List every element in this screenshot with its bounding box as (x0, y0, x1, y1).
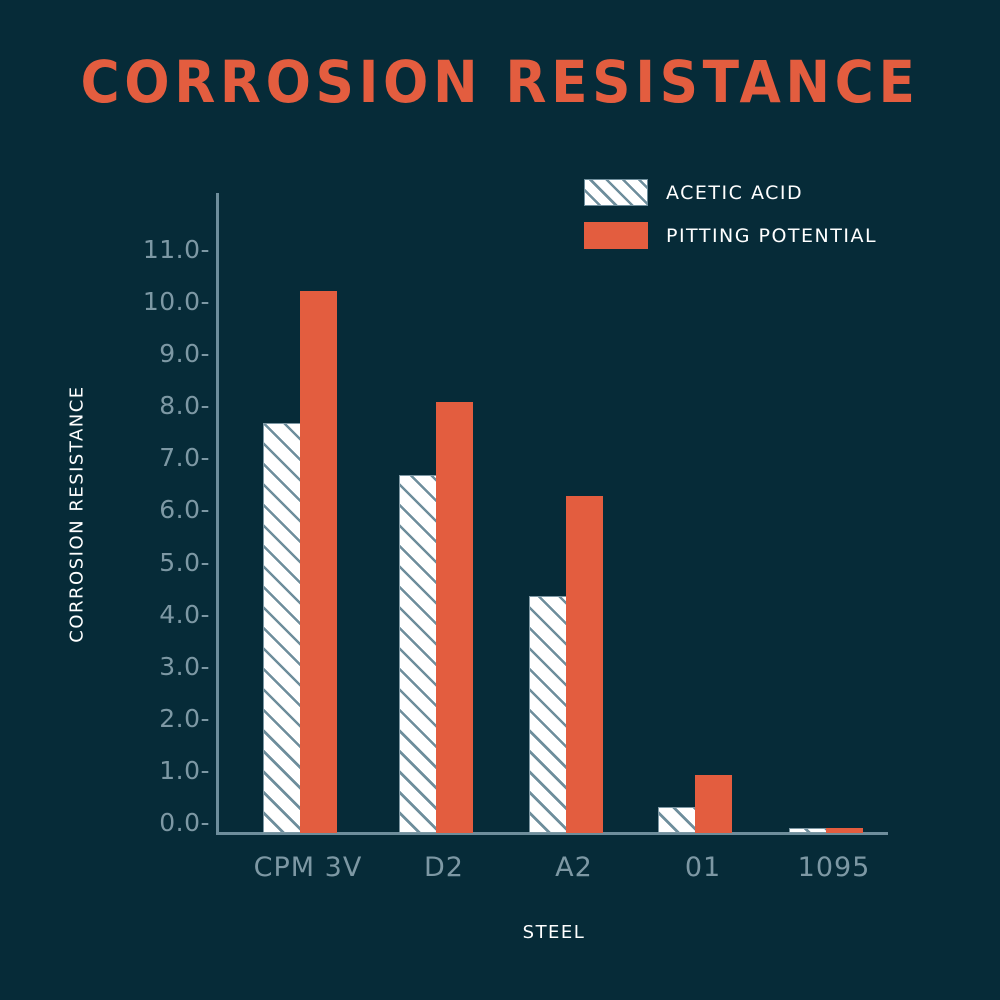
y-tick-label: 5.0- (159, 547, 210, 577)
acetic-acid-bar (658, 806, 695, 833)
y-axis-title: CORROSION RESISTANCE (66, 385, 88, 643)
pitting-potential-bar (300, 291, 337, 833)
legend-item-pitting-potential: PITTING POTENTIAL (584, 222, 877, 249)
x-tick-label: D2 (424, 852, 464, 883)
pitting-potential-bar (566, 496, 603, 833)
y-tick-label: 10.0- (142, 287, 210, 316)
y-tick-label: 8.0- (159, 391, 210, 421)
legend-item-acetic-acid: ACETIC ACID (584, 179, 803, 206)
y-tick-label: 3.0- (159, 651, 210, 681)
y-tick-label: 0.0- (159, 808, 210, 837)
x-tick-label: 01 (684, 852, 722, 883)
x-tick-label: CPM 3V (253, 852, 363, 883)
solid-swatch-icon (584, 222, 648, 249)
pitting-potential-bar (436, 401, 473, 833)
y-tick-label: 11.0- (142, 234, 210, 264)
x-tick-label: 1095 (797, 852, 871, 883)
legend-label: ACETIC ACID (666, 181, 804, 204)
y-tick-label: 2.0- (159, 703, 210, 733)
acetic-acid-bar (529, 596, 566, 833)
y-tick-label: 4.0- (159, 599, 210, 629)
chart-title: CORROSION RESISTANCE (80, 48, 920, 116)
acetic-acid-bar (399, 475, 436, 833)
y-tick-label: 6.0- (159, 495, 210, 525)
acetic-acid-bar (263, 422, 300, 833)
y-axis-line (216, 193, 219, 835)
x-tick-label: A2 (555, 852, 593, 883)
legend-label: PITTING POTENTIAL (666, 224, 878, 247)
acetic-acid-bar (789, 827, 826, 833)
x-axis-line (216, 832, 888, 835)
y-tick-label: 1.0- (159, 755, 210, 785)
hatched-swatch-icon (584, 179, 648, 206)
pitting-potential-bar (695, 775, 732, 833)
y-tick-label: 7.0- (159, 443, 210, 473)
y-tick-label: 9.0- (159, 339, 210, 369)
pitting-potential-bar (826, 827, 863, 833)
x-axis-title: STEEL (522, 922, 586, 943)
